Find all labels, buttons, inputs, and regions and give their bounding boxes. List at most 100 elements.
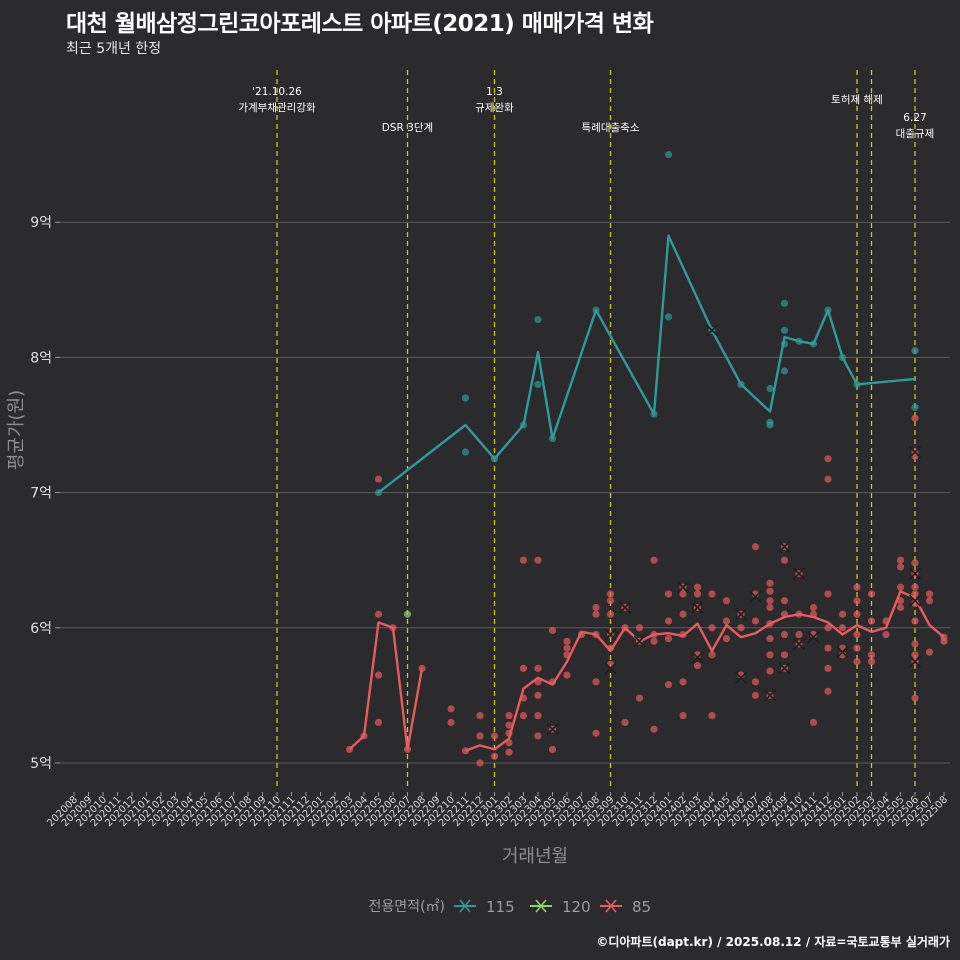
legend-key-cross: [535, 899, 547, 913]
data-point-85: [374, 475, 383, 483]
data-point-85: [780, 651, 789, 659]
data-point-115: [780, 367, 789, 375]
data-point-115: [780, 299, 789, 307]
data-point-115: [534, 315, 542, 324]
data-point-85: [766, 634, 774, 643]
cancelled-marker-85: [734, 671, 748, 684]
cancelled-marker-85: [908, 594, 922, 607]
data-point-85: [519, 556, 528, 564]
data-point-85: [693, 590, 702, 598]
cancelled-marker-85: [807, 631, 820, 644]
data-point-115: [664, 313, 673, 321]
cancelled-marker-85: [604, 662, 617, 675]
data-point-85: [708, 624, 716, 632]
data-point-85: [824, 644, 832, 652]
series-line-85: [348, 621, 424, 751]
data-point-115: [534, 380, 542, 389]
data-point-85: [708, 712, 716, 720]
y-tick-label: 6억: [30, 621, 52, 637]
data-point-85: [447, 705, 455, 713]
data-point-85: [824, 590, 832, 598]
x-axis-title: 거래년월: [502, 846, 568, 867]
data-point-85: [664, 680, 673, 689]
data-point-85: [621, 718, 629, 727]
data-point-85: [476, 732, 484, 740]
data-point-85: [925, 590, 934, 598]
cancelled-marker-85: [763, 689, 777, 702]
y-tick-label: 7억: [30, 486, 52, 502]
data-point-85: [896, 556, 905, 564]
legend-key-cross: [459, 899, 471, 913]
data-point-85: [766, 667, 774, 675]
legend-key-cross: [605, 899, 617, 913]
data-point-85: [534, 664, 542, 672]
data-point-85: [911, 651, 919, 659]
data-point-85: [911, 694, 919, 702]
cancelled-marker-85: [604, 628, 617, 641]
data-point-85: [824, 664, 832, 672]
cancelled-marker-85: [691, 651, 704, 664]
data-point-85: [911, 583, 919, 591]
data-point-85: [766, 597, 774, 605]
data-point-85: [853, 630, 861, 639]
data-point-85: [838, 624, 847, 632]
data-point-85: [751, 543, 760, 551]
data-point-115: [911, 347, 919, 355]
data-point-85: [563, 644, 571, 652]
data-point-85: [664, 634, 673, 643]
data-point-115: [461, 394, 470, 402]
cancelled-marker-85: [546, 723, 559, 736]
data-point-85: [505, 748, 513, 756]
data-point-85: [853, 644, 861, 652]
data-point-85: [592, 678, 600, 686]
legend-label-115: 115: [486, 898, 515, 916]
data-point-85: [896, 583, 905, 591]
data-point-85: [534, 691, 542, 699]
data-point-85: [447, 718, 455, 727]
data-point-85: [548, 745, 557, 754]
data-point-85: [867, 617, 876, 625]
legend[interactable]: 전용면적(㎡) 115 120 85: [369, 898, 652, 916]
y-tick-label: 8억: [30, 350, 52, 366]
data-point-85: [476, 759, 484, 767]
event-label: 토허제 해제: [831, 93, 883, 106]
data-point-115: [766, 384, 774, 393]
data-point-85: [693, 583, 702, 591]
chart-title: 대천 월배삼정그린코아포레스트 아파트(2021) 매매가격 변화: [66, 11, 654, 37]
event-label: 6.27 대출규제: [896, 112, 935, 140]
event-label: 1.3 규제완화: [475, 86, 514, 114]
data-point-85: [809, 603, 818, 612]
data-point-85: [592, 610, 600, 618]
data-point-85: [592, 729, 600, 737]
grid-lines: [60, 221, 950, 764]
data-point-85: [795, 630, 803, 639]
cancelled-marker-85: [836, 646, 849, 659]
data-point-115: [911, 403, 919, 412]
data-point-85: [548, 626, 557, 635]
y-tick-label: 5억: [30, 756, 52, 772]
data-point-115: [766, 421, 774, 429]
data-point-85: [722, 597, 731, 605]
legend-label-120: 120: [562, 898, 591, 916]
axes: 5억6억7억8억9억202008202009202010202011202012…: [6, 215, 950, 867]
data-point-85: [751, 617, 760, 625]
data-point-85: [606, 597, 615, 605]
data-point-85: [940, 637, 948, 645]
event-label: 특례대출축소: [582, 122, 640, 134]
data-point-85: [650, 725, 658, 733]
data-point-85: [563, 637, 571, 645]
data-point-85: [737, 624, 745, 632]
data-point-85: [911, 590, 919, 598]
data-point-115: [780, 326, 789, 334]
cancelled-marker-85: [691, 601, 704, 614]
data-point-85: [650, 637, 658, 645]
cancelled-marker-85: [908, 445, 922, 459]
data-point-85: [563, 671, 571, 679]
data-point-85: [490, 752, 499, 760]
source-caption: ©디아파트(dapt.kr) / 2025.08.12 / 자료=국토교통부 실…: [596, 935, 950, 949]
data-point-85: [780, 597, 789, 605]
data-point-85: [476, 712, 484, 720]
data-point-85: [505, 712, 513, 720]
data-point-85: [780, 556, 789, 564]
